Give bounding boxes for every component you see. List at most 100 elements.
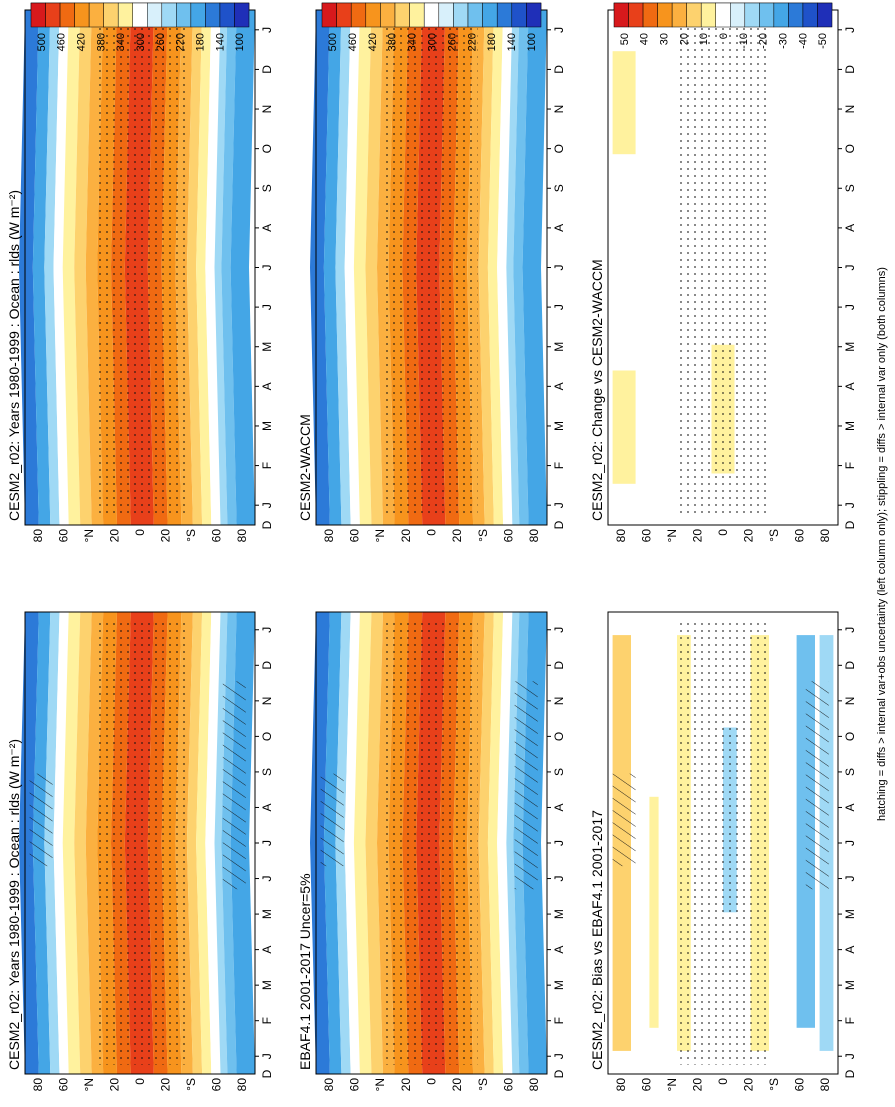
panel-title: CESM2_r02: Bias vs EBAF4.1 2001-2017 — [589, 810, 605, 1070]
latitude-label: °N — [373, 1078, 387, 1091]
month-label: D — [843, 1069, 857, 1078]
month-label: M — [552, 342, 566, 352]
latitude-label: °S — [476, 1078, 490, 1091]
contour-band — [19, 612, 39, 1074]
month-label: J — [260, 502, 274, 508]
month-label: M — [260, 980, 274, 990]
contour-band — [74, 612, 92, 1074]
month-label: O — [552, 144, 566, 153]
latitude-label: 0 — [716, 1078, 730, 1085]
month-label: M — [260, 909, 274, 919]
colorbar-label: -10 — [738, 33, 750, 49]
month-label: A — [552, 946, 566, 954]
month-label: S — [260, 184, 274, 192]
latitude-label: 60 — [56, 1078, 70, 1092]
colorbar-label: -20 — [758, 33, 770, 49]
month-label: J — [552, 627, 566, 633]
month-label: S — [843, 184, 857, 192]
latitude-label: 20 — [107, 1078, 121, 1092]
colorbar-swatch — [161, 2, 177, 28]
month-label: D — [843, 65, 857, 74]
colorbar-swatch — [700, 2, 716, 28]
latitude-label: 20 — [690, 1078, 704, 1092]
month-label: M — [552, 421, 566, 431]
colorbar-swatch — [773, 2, 789, 28]
colorbar-swatch — [219, 2, 235, 28]
month-label: F — [552, 1017, 566, 1024]
month-label: D — [552, 520, 566, 529]
month-label: D — [843, 520, 857, 529]
month-label: J — [552, 876, 566, 882]
month-label: J — [552, 1053, 566, 1059]
colorbar-label: 380 — [387, 33, 399, 51]
month-label: M — [552, 909, 566, 919]
contour-band — [221, 10, 237, 525]
contour-band — [53, 10, 69, 525]
colorbar: 500 460 420 380 340 300 260 220 180 140 100 — [321, 2, 542, 51]
colorbar-label: -30 — [777, 33, 789, 49]
month-label: S — [552, 184, 566, 192]
month-label: N — [260, 697, 274, 706]
map-panel-6: J F M A M J J A S O N D J D 80 60 °N 20 0 20 °S 60 80 CESM2_r02… — [589, 2, 857, 543]
colorbar: 500 460 420 380 340 300 260 220 180 140 100 — [30, 2, 250, 51]
latitude-label: 80 — [322, 1078, 336, 1092]
hatching — [29, 773, 53, 867]
month-label: S — [260, 768, 274, 776]
colorbar-label: 260 — [155, 33, 167, 51]
contour-band — [196, 612, 212, 1074]
latitude-label: 80 — [614, 1078, 628, 1092]
latitude-label: 20 — [159, 1078, 173, 1092]
month-label: D — [843, 661, 857, 670]
latitude-label: 20 — [690, 529, 704, 543]
contour-band — [612, 370, 636, 484]
latitude-label: 60 — [210, 1078, 224, 1092]
contour-band — [353, 10, 372, 525]
colorbar-swatch — [817, 2, 833, 28]
colorbar-swatch — [205, 2, 221, 28]
colorbar-label: 140 — [214, 33, 226, 51]
colorbar-label: 340 — [407, 33, 419, 51]
hatching — [612, 773, 636, 867]
month-label: J — [260, 304, 274, 310]
month-label: D — [552, 65, 566, 74]
contour-band — [186, 612, 203, 1074]
contour-band — [649, 796, 659, 1028]
latitude-label: 60 — [793, 1078, 807, 1092]
contour-band — [310, 612, 330, 1074]
colorbar-label: 500 — [36, 33, 48, 51]
colorbar-swatch — [380, 2, 396, 28]
latitude-label: °S — [767, 1078, 781, 1091]
latitude-label: 0 — [716, 529, 730, 536]
month-label: J — [843, 265, 857, 271]
colorbar: 50 40 30 20 10 0 -10 -20 -30 -40 -50 — [613, 2, 833, 49]
colorbar-label: 100 — [526, 33, 538, 51]
latitude-label: 60 — [639, 1078, 653, 1092]
month-label: J — [260, 876, 274, 882]
contour-band — [19, 10, 39, 525]
colorbar-swatch — [715, 2, 731, 28]
stippling — [94, 20, 186, 515]
contour-band — [365, 10, 383, 525]
contour-band — [62, 612, 81, 1074]
panel-title: CESM2_r02: Years 1980-1999 : Ocean : rld… — [6, 739, 22, 1070]
colorbar-swatch — [467, 2, 483, 28]
month-label: N — [843, 105, 857, 114]
contour-band — [310, 10, 330, 525]
latitude-label: 20 — [399, 529, 413, 543]
latitude-label: 20 — [742, 529, 756, 543]
contour-band — [32, 10, 51, 525]
stippling — [677, 621, 769, 1065]
month-label: J — [260, 1053, 274, 1059]
latitude-label: 0 — [425, 1078, 439, 1085]
contour-band — [44, 10, 60, 525]
latitude-label: 0 — [133, 1078, 147, 1085]
latitude-label: °N — [82, 529, 96, 542]
colorbar-label: -40 — [797, 33, 809, 49]
colorbar-label: 460 — [347, 33, 359, 51]
colorbar-label: 420 — [76, 33, 88, 51]
latitude-label: 80 — [31, 529, 45, 543]
colorbar-label: 220 — [466, 33, 478, 51]
hatching — [222, 681, 246, 890]
colorbar-swatch — [103, 2, 119, 28]
colorbar-swatch — [744, 2, 760, 28]
